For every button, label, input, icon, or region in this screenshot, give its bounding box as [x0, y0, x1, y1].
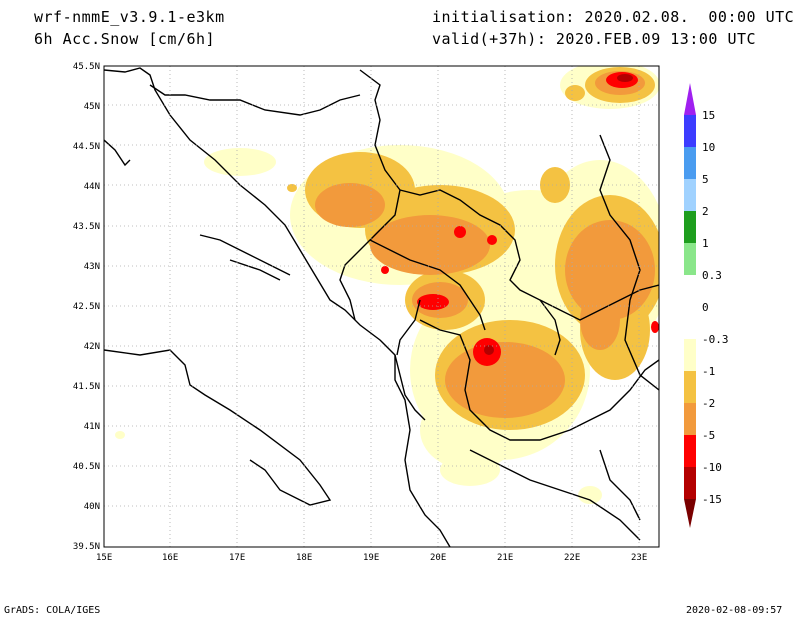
- colorbar-labels: 15 10 5 2 1 0.3 0 -0.3 -1 -2 -5 -10 -15: [702, 109, 729, 506]
- colorbar-top-arrow: [684, 83, 696, 115]
- lat-label: 41N: [84, 422, 100, 432]
- colorbar-label: 0.3: [702, 269, 722, 282]
- colorbar-swatch: [684, 243, 696, 275]
- lat-label: 45.5N: [73, 62, 100, 72]
- colorbar-label: 5: [702, 173, 709, 186]
- field-name: 6h Acc.Snow [cm/6h]: [34, 30, 216, 48]
- graticule: [104, 66, 659, 547]
- colorbar-label: 10: [702, 141, 715, 154]
- valid-time: valid(+37h): 2020.FEB.09 13:00 UTC: [432, 30, 757, 48]
- colorbar-swatch: [684, 179, 696, 211]
- lat-label: 44.5N: [73, 142, 100, 152]
- colorbar-bottom-arrow: [684, 499, 696, 528]
- colorbar-label: -1: [702, 365, 715, 378]
- colorbar-swatch: [684, 147, 696, 179]
- coastline-borders: [104, 67, 659, 547]
- colorbar-swatch: [684, 307, 696, 339]
- colorbar-label: -0.3: [702, 333, 729, 346]
- init-time: initialisation: 2020.02.08. 00:00 UTC: [432, 8, 795, 26]
- colorbar-label: 2: [702, 205, 709, 218]
- colorbar-swatch: [684, 275, 696, 307]
- model-name: wrf-nmmE_v3.9.1-e3km: [34, 8, 225, 26]
- lon-label: 19E: [363, 553, 379, 563]
- snow-level-orange: [315, 71, 655, 418]
- lon-label: 15E: [96, 553, 112, 563]
- lat-label: 42.5N: [73, 302, 100, 312]
- colorbar-label: -15: [702, 493, 722, 506]
- colorbar: 15 10 5 2 1 0.3 0 -0.3 -1 -2 -5 -10 -15: [684, 83, 729, 528]
- colorbar-label: -10: [702, 461, 722, 474]
- lon-label: 18E: [296, 553, 312, 563]
- latitude-labels: 45.5N 45N 44.5N 44N 43.5N 43N 42.5N 42N …: [73, 62, 100, 552]
- colorbar-swatch: [684, 371, 696, 403]
- lon-label: 23E: [631, 553, 647, 563]
- snowfall-field: [104, 66, 659, 547]
- footer-timestamp: 2020-02-08-09:57: [686, 605, 783, 616]
- colorbar-swatch: [684, 435, 696, 467]
- colorbar-swatch: [684, 339, 696, 371]
- lat-label: 40N: [84, 502, 100, 512]
- map-border: [103, 65, 660, 548]
- lat-label: 43.5N: [73, 222, 100, 232]
- lat-label: 39.5N: [73, 542, 100, 552]
- colorbar-label: -2: [702, 397, 715, 410]
- lat-label: 42N: [84, 342, 100, 352]
- lon-label: 17E: [229, 553, 245, 563]
- lon-label: 22E: [564, 553, 580, 563]
- lat-label: 44N: [84, 182, 100, 192]
- colorbar-label: -5: [702, 429, 715, 442]
- colorbar-swatch: [684, 467, 696, 499]
- lat-label: 41.5N: [73, 382, 100, 392]
- colorbar-swatch: [684, 403, 696, 435]
- colorbar-swatch: [684, 115, 696, 147]
- colorbar-label: 0: [702, 301, 709, 314]
- colorbar-swatch: [684, 211, 696, 243]
- lat-label: 43N: [84, 262, 100, 272]
- longitude-labels: 15E 16E 17E 18E 19E 20E 21E 22E 23E: [96, 553, 647, 563]
- lon-label: 16E: [162, 553, 178, 563]
- lat-label: 45N: [84, 102, 100, 112]
- footer-credit: GrADS: COLA/IGES: [4, 605, 101, 616]
- colorbar-label: 15: [702, 109, 715, 122]
- colorbar-label: 1: [702, 237, 709, 250]
- lon-label: 21E: [497, 553, 513, 563]
- snow-level-darkred: [484, 74, 633, 355]
- lat-label: 40.5N: [73, 462, 100, 472]
- lon-label: 20E: [430, 553, 446, 563]
